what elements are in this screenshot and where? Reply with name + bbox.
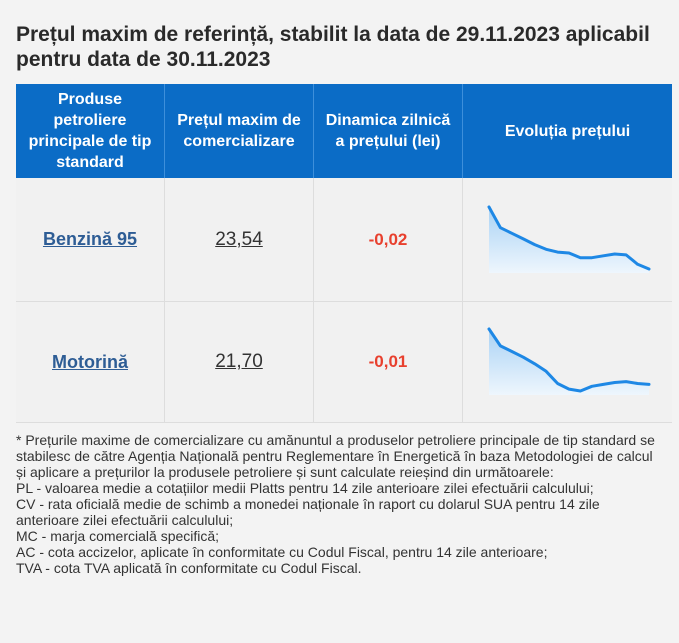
footnote-ac: AC - cota accizelor, aplicate în conform…: [16, 544, 548, 560]
header-daily-change: Dinamica zilnică a prețului (lei): [314, 84, 463, 178]
price-value[interactable]: 23,54: [215, 228, 263, 250]
daily-change-value: -0,01: [368, 352, 408, 371]
footnote-intro: * Prețurile maxime de comercializare cu …: [16, 432, 655, 480]
sparkline-motorina: [487, 327, 650, 395]
table-header: Produse petroliere principale de tip sta…: [16, 84, 672, 178]
product-link-benzina[interactable]: Benzină 95: [42, 229, 138, 249]
header-max-price: Prețul maxim de comercializare: [165, 84, 314, 178]
product-cell: Motorină: [16, 302, 165, 422]
product-link-motorina[interactable]: Motorină: [52, 351, 128, 372]
sparkline-line: [487, 327, 650, 393]
footnote-pl: PL - valoarea medie a cotațiilor medii P…: [16, 480, 594, 496]
sparkline-area: [488, 206, 649, 273]
table-row: Motorină 21,70 -0,01: [16, 302, 672, 423]
header-product: Produse petroliere principale de tip sta…: [16, 84, 165, 178]
price-cell: 23,54: [165, 178, 314, 301]
footnote-tva: TVA - cota TVA aplicată în conformitate …: [16, 560, 362, 576]
sparkline-cell: [463, 178, 672, 301]
price-value[interactable]: 21,70: [215, 351, 263, 372]
product-cell: Benzină 95: [16, 178, 165, 301]
sparkline-cell: [463, 302, 672, 422]
price-cell: 21,70: [165, 302, 314, 422]
header-price-evolution: Evoluția prețului: [504, 122, 631, 140]
fuel-price-table: Produse petroliere principale de tip sta…: [16, 84, 672, 423]
footnote-mc: MC - marja comercială specifică;: [16, 528, 220, 544]
change-cell: -0,02: [314, 178, 463, 301]
sparkline-benzina: [487, 205, 650, 273]
sparkline-area: [488, 329, 649, 395]
page-title: Prețul maxim de referință, stabilit la d…: [16, 23, 650, 71]
sparkline-line: [487, 205, 650, 270]
daily-change-value: -0,02: [368, 229, 408, 249]
footnote-cv: CV - rata oficială medie de schimb a mon…: [16, 496, 600, 528]
footnote: * Prețurile maxime de comercializare cu …: [16, 432, 666, 576]
change-cell: -0,01: [314, 302, 463, 422]
table-row: Benzină 95 23,54 -0,02: [16, 178, 672, 302]
